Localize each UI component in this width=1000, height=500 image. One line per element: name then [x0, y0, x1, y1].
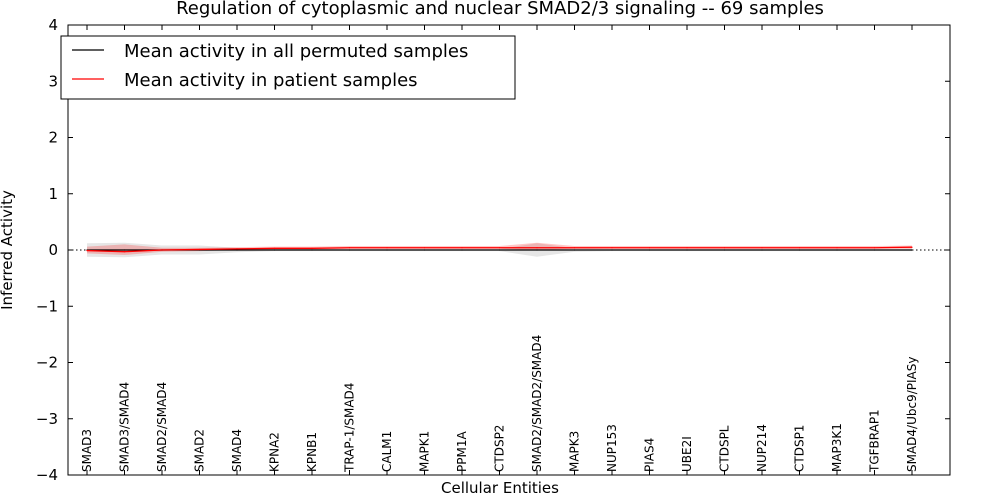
y-tick-label: −3 [36, 410, 58, 428]
data-point-1-22 [911, 246, 913, 248]
y-axis-label: Inferred Activity [0, 190, 16, 310]
data-point-0-22 [911, 249, 913, 251]
x-category-labels: SMAD3 SMAD3/SMAD4 SMAD2/SMAD4 SMAD2 SMAD4 KPN… [80, 335, 919, 473]
y-tick-label: −2 [36, 354, 58, 372]
x-category-label: CALM1 [380, 431, 394, 472]
x-category-label: CTDSPL [718, 425, 732, 472]
data-point-0-10 [461, 249, 463, 251]
data-point-0-13 [573, 249, 576, 251]
data-point-1-15 [648, 247, 651, 249]
x-category-label: KPNA2 [268, 432, 282, 472]
data-point-1-21 [873, 247, 876, 249]
x-category-label: SMAD2/SMAD2/SMAD4 [530, 335, 544, 472]
y-tick-label: 1 [48, 185, 58, 203]
data-point-1-17 [723, 247, 726, 249]
legend: Mean activity in all permuted samples Me… [60, 35, 516, 100]
x-category-label: SMAD2 [193, 429, 207, 472]
y-tick-label: −4 [36, 466, 58, 484]
data-point-0-8 [386, 249, 388, 251]
data-point-0-7 [348, 249, 351, 251]
chart-title: Regulation of cytoplasmic and nuclear SM… [176, 0, 824, 19]
data-point-1-19 [798, 247, 801, 249]
data-point-0-18 [761, 249, 763, 251]
y-tick-label: 0 [48, 241, 58, 259]
x-category-label: SMAD4 [230, 429, 244, 472]
data-point-1-6 [311, 247, 313, 249]
data-point-1-18 [761, 247, 763, 249]
data-point-0-9 [423, 249, 426, 251]
x-category-label: MAP3K1 [830, 423, 844, 472]
data-point-1-13 [573, 247, 576, 249]
data-point-0-17 [723, 249, 726, 251]
data-point-0-4 [236, 249, 238, 251]
data-point-1-1 [123, 251, 126, 253]
legend-label-patient: Mean activity in patient samples [124, 70, 418, 91]
x-category-label: SMAD4/Ubc9/PIASy [905, 357, 919, 472]
band-series-1 [87, 242, 912, 256]
data-point-1-3 [198, 248, 201, 251]
x-category-label: UBE2I [680, 436, 694, 472]
x-category-label: TGFBRAP1 [868, 409, 882, 473]
x-category-label: PIAS4 [643, 438, 657, 472]
data-point-1-9 [423, 247, 426, 249]
data-point-1-0 [86, 249, 88, 252]
x-category-label: TRAP-1/SMAD4 [343, 383, 357, 473]
x-category-label: CTDSP1 [793, 425, 807, 472]
data-point-1-5 [273, 247, 276, 249]
x-category-label: MAPK1 [418, 431, 432, 472]
x-category-label: NUP214 [755, 424, 769, 472]
series-lines [86, 246, 913, 253]
y-tick-label: −1 [36, 297, 58, 315]
data-point-1-20 [836, 247, 838, 249]
data-point-1-10 [461, 247, 463, 249]
x-category-label: SMAD3/SMAD4 [118, 382, 132, 472]
x-category-label: SMAD2/SMAD4 [155, 382, 169, 472]
data-point-1-14 [611, 247, 613, 249]
data-point-1-12 [536, 247, 538, 249]
data-point-0-16 [686, 249, 688, 251]
data-point-0-12 [536, 249, 538, 251]
legend-box [60, 35, 516, 100]
x-category-label: PPM1A [455, 431, 469, 472]
x-axis-ticks [86, 25, 913, 475]
x-axis-label: Cellular Entities [441, 479, 559, 497]
data-point-1-2 [161, 249, 163, 251]
data-point-1-4 [236, 248, 238, 250]
data-point-0-21 [873, 249, 876, 251]
x-category-label: SMAD3 [80, 429, 94, 472]
data-point-0-1 [123, 249, 126, 251]
x-category-label: NUP153 [605, 424, 619, 472]
y-tick-label: 4 [48, 16, 58, 34]
x-category-label: MAPK3 [568, 431, 582, 472]
data-point-0-5 [273, 249, 276, 251]
data-point-1-16 [686, 247, 688, 249]
x-category-label: KPNB1 [305, 432, 319, 472]
y-axis-ticks: −4 −3 −2 −1 0 1 2 3 4 [36, 16, 950, 484]
data-point-1-11 [498, 247, 501, 249]
y-tick-label: 3 [48, 72, 58, 90]
y-tick-label: 2 [48, 129, 58, 147]
data-point-1-7 [348, 247, 351, 249]
data-point-0-6 [311, 249, 313, 251]
data-point-0-14 [611, 249, 613, 251]
legend-label-permuted: Mean activity in all permuted samples [124, 41, 468, 62]
data-point-1-8 [386, 247, 388, 249]
data-point-0-19 [798, 249, 801, 251]
x-category-label: CTDSP2 [493, 425, 507, 472]
data-point-0-15 [648, 249, 651, 251]
data-point-0-11 [498, 249, 501, 251]
data-point-0-20 [836, 249, 838, 251]
